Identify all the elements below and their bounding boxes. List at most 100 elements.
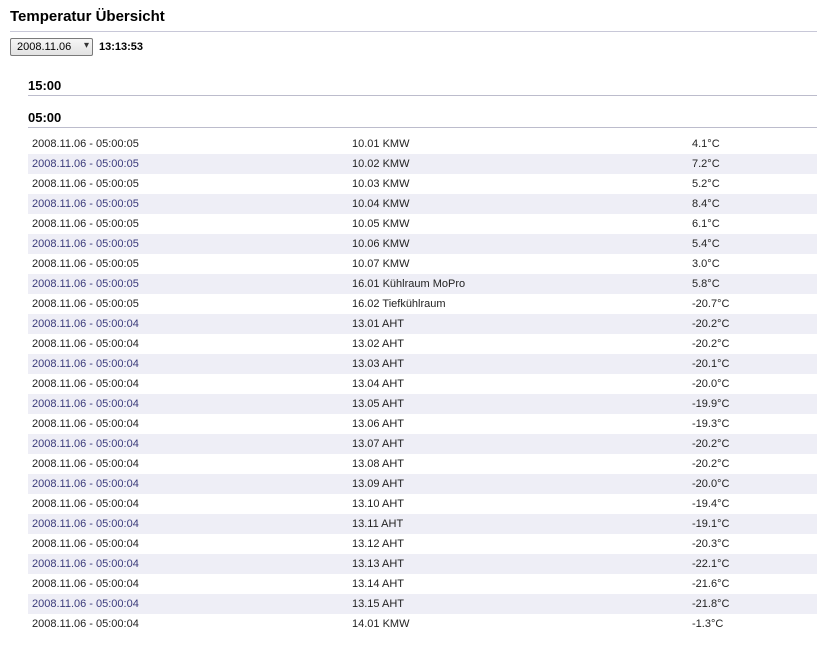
- table-row: 2008.11.06 - 05:00:0413.06 AHT-19.3°C: [28, 414, 817, 434]
- table-row: 2008.11.06 - 05:00:0510.05 KMW6.1°C: [28, 214, 817, 234]
- cell-timestamp: 2008.11.06 - 05:00:04: [28, 534, 348, 554]
- cell-timestamp: 2008.11.06 - 05:00:05: [28, 274, 348, 294]
- cell-sensor-name: 10.02 KMW: [348, 154, 688, 174]
- cell-timestamp: 2008.11.06 - 05:00:04: [28, 514, 348, 534]
- controls-bar: 2008.11.06 13:13:53: [10, 38, 817, 56]
- cell-timestamp: 2008.11.06 - 05:00:04: [28, 394, 348, 414]
- cell-temperature: -20.0°C: [688, 374, 817, 394]
- cell-sensor-name: 10.01 KMW: [348, 134, 688, 154]
- cell-sensor-name: 10.07 KMW: [348, 254, 688, 274]
- cell-sensor-name: 10.03 KMW: [348, 174, 688, 194]
- cell-temperature: 3.0°C: [688, 254, 817, 274]
- table-row: 2008.11.06 - 05:00:0413.07 AHT-20.2°C: [28, 434, 817, 454]
- cell-sensor-name: 13.03 AHT: [348, 354, 688, 374]
- table-row: 2008.11.06 - 05:00:0413.02 AHT-20.2°C: [28, 334, 817, 354]
- cell-sensor-name: 13.04 AHT: [348, 374, 688, 394]
- cell-sensor-name: 10.06 KMW: [348, 234, 688, 254]
- table-row: 2008.11.06 - 05:00:0413.13 AHT-22.1°C: [28, 554, 817, 574]
- cell-sensor-name: 13.08 AHT: [348, 454, 688, 474]
- table-row: 2008.11.06 - 05:00:0413.10 AHT-19.4°C: [28, 494, 817, 514]
- date-select[interactable]: 2008.11.06: [10, 38, 93, 56]
- cell-temperature: -21.8°C: [688, 594, 817, 614]
- cell-timestamp: 2008.11.06 - 05:00:04: [28, 314, 348, 334]
- cell-sensor-name: 10.04 KMW: [348, 194, 688, 214]
- section-divider: [28, 95, 817, 96]
- cell-temperature: 6.1°C: [688, 214, 817, 234]
- cell-sensor-name: 13.06 AHT: [348, 414, 688, 434]
- cell-temperature: 5.2°C: [688, 174, 817, 194]
- section-divider: [28, 127, 817, 128]
- cell-sensor-name: 13.05 AHT: [348, 394, 688, 414]
- table-row: 2008.11.06 - 05:00:0413.11 AHT-19.1°C: [28, 514, 817, 534]
- section-heading: 05:00: [28, 110, 817, 125]
- table-row: 2008.11.06 - 05:00:0510.01 KMW4.1°C: [28, 134, 817, 154]
- cell-timestamp: 2008.11.06 - 05:00:04: [28, 354, 348, 374]
- cell-temperature: 5.8°C: [688, 274, 817, 294]
- table-row: 2008.11.06 - 05:00:0516.02 Tiefkühlraum-…: [28, 294, 817, 314]
- cell-sensor-name: 13.13 AHT: [348, 554, 688, 574]
- cell-timestamp: 2008.11.06 - 05:00:05: [28, 214, 348, 234]
- cell-timestamp: 2008.11.06 - 05:00:05: [28, 174, 348, 194]
- table-row: 2008.11.06 - 05:00:0510.04 KMW8.4°C: [28, 194, 817, 214]
- cell-temperature: -20.2°C: [688, 434, 817, 454]
- hour-section: 05:002008.11.06 - 05:00:0510.01 KMW4.1°C…: [28, 110, 817, 634]
- cell-timestamp: 2008.11.06 - 05:00:05: [28, 194, 348, 214]
- cell-timestamp: 2008.11.06 - 05:00:05: [28, 154, 348, 174]
- cell-temperature: -22.1°C: [688, 554, 817, 574]
- table-row: 2008.11.06 - 05:00:0516.01 Kühlraum MoPr…: [28, 274, 817, 294]
- table-row: 2008.11.06 - 05:00:0510.06 KMW5.4°C: [28, 234, 817, 254]
- cell-sensor-name: 13.12 AHT: [348, 534, 688, 554]
- cell-temperature: 7.2°C: [688, 154, 817, 174]
- cell-temperature: -20.2°C: [688, 454, 817, 474]
- cell-sensor-name: 13.15 AHT: [348, 594, 688, 614]
- cell-timestamp: 2008.11.06 - 05:00:05: [28, 294, 348, 314]
- table-row: 2008.11.06 - 05:00:0510.02 KMW7.2°C: [28, 154, 817, 174]
- table-row: 2008.11.06 - 05:00:0413.04 AHT-20.0°C: [28, 374, 817, 394]
- cell-sensor-name: 13.09 AHT: [348, 474, 688, 494]
- cell-temperature: 5.4°C: [688, 234, 817, 254]
- table-row: 2008.11.06 - 05:00:0414.01 KMW-1.3°C: [28, 614, 817, 634]
- cell-temperature: -19.4°C: [688, 494, 817, 514]
- cell-temperature: -20.7°C: [688, 294, 817, 314]
- cell-timestamp: 2008.11.06 - 05:00:04: [28, 594, 348, 614]
- cell-timestamp: 2008.11.06 - 05:00:04: [28, 334, 348, 354]
- cell-timestamp: 2008.11.06 - 05:00:04: [28, 614, 348, 634]
- cell-timestamp: 2008.11.06 - 05:00:04: [28, 494, 348, 514]
- cell-temperature: -20.2°C: [688, 334, 817, 354]
- cell-sensor-name: 10.05 KMW: [348, 214, 688, 234]
- cell-temperature: -19.3°C: [688, 414, 817, 434]
- page-title: Temperatur Übersicht: [10, 8, 817, 25]
- cell-temperature: -19.1°C: [688, 514, 817, 534]
- cell-sensor-name: 13.07 AHT: [348, 434, 688, 454]
- cell-sensor-name: 16.02 Tiefkühlraum: [348, 294, 688, 314]
- cell-temperature: 4.1°C: [688, 134, 817, 154]
- table-row: 2008.11.06 - 05:00:0413.09 AHT-20.0°C: [28, 474, 817, 494]
- cell-timestamp: 2008.11.06 - 05:00:04: [28, 374, 348, 394]
- cell-temperature: -19.9°C: [688, 394, 817, 414]
- cell-timestamp: 2008.11.06 - 05:00:04: [28, 574, 348, 594]
- hour-section: 15:00: [28, 78, 817, 96]
- cell-temperature: -20.3°C: [688, 534, 817, 554]
- cell-temperature: -1.3°C: [688, 614, 817, 634]
- table-row: 2008.11.06 - 05:00:0413.01 AHT-20.2°C: [28, 314, 817, 334]
- table-row: 2008.11.06 - 05:00:0413.15 AHT-21.8°C: [28, 594, 817, 614]
- cell-sensor-name: 14.01 KMW: [348, 614, 688, 634]
- cell-timestamp: 2008.11.06 - 05:00:05: [28, 134, 348, 154]
- cell-timestamp: 2008.11.06 - 05:00:04: [28, 454, 348, 474]
- cell-sensor-name: 13.01 AHT: [348, 314, 688, 334]
- table-row: 2008.11.06 - 05:00:0413.05 AHT-19.9°C: [28, 394, 817, 414]
- date-select-wrap: 2008.11.06: [10, 38, 93, 56]
- cell-timestamp: 2008.11.06 - 05:00:04: [28, 414, 348, 434]
- cell-sensor-name: 13.10 AHT: [348, 494, 688, 514]
- table-row: 2008.11.06 - 05:00:0510.07 KMW3.0°C: [28, 254, 817, 274]
- cell-temperature: 8.4°C: [688, 194, 817, 214]
- cell-temperature: -20.2°C: [688, 314, 817, 334]
- cell-sensor-name: 13.02 AHT: [348, 334, 688, 354]
- cell-sensor-name: 13.11 AHT: [348, 514, 688, 534]
- title-divider: [10, 31, 817, 32]
- readings-table: 2008.11.06 - 05:00:0510.01 KMW4.1°C2008.…: [28, 134, 817, 634]
- section-heading: 15:00: [28, 78, 817, 93]
- cell-timestamp: 2008.11.06 - 05:00:04: [28, 474, 348, 494]
- cell-sensor-name: 16.01 Kühlraum MoPro: [348, 274, 688, 294]
- cell-sensor-name: 13.14 AHT: [348, 574, 688, 594]
